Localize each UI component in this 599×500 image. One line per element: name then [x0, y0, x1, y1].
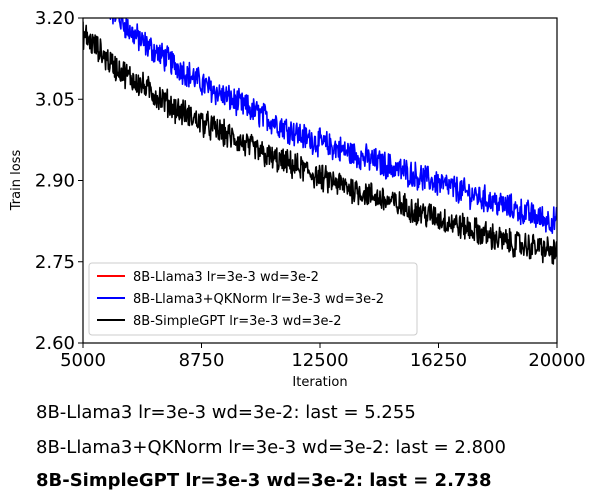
- y-tick-label: 2.75: [35, 252, 75, 273]
- y-axis-label: Train loss: [9, 150, 24, 212]
- y-tick-label: 3.05: [35, 89, 75, 110]
- y-tick-label: 2.90: [35, 171, 75, 192]
- x-tick-label: 8750: [179, 350, 225, 371]
- y-tick-label: 2.60: [35, 333, 75, 354]
- x-tick-label: 5000: [60, 350, 106, 371]
- x-tick-label: 16250: [410, 350, 467, 371]
- legend-entry-qknorm: 8B-Llama3+QKNorm lr=3e-3 wd=3e-2: [133, 292, 384, 307]
- legend-entry-simplegpt: 8B-SimpleGPT lr=3e-3 wd=3e-2: [133, 314, 341, 329]
- series-line-simplegpt: [83, 21, 557, 265]
- x-tick-label: 20000: [528, 350, 585, 371]
- caption-simplegpt: 8B-SimpleGPT lr=3e-3 wd=3e-2: last = 2.7…: [36, 470, 492, 491]
- caption-qknorm: 8B-Llama3+QKNorm lr=3e-3 wd=3e-2: last =…: [36, 437, 506, 458]
- loss-chart: 5000 8750 12500 16250 20000 2.60 2.75 2.90 3.05 3…: [9, 8, 586, 390]
- series-line-qknorm: [109, 18, 557, 234]
- axis-ticks: 5000 8750 12500 16250 20000 2.60 2.75 2.90 3.05 3…: [35, 8, 586, 371]
- legend-entry-llama3: 8B-Llama3 lr=3e-3 wd=3e-2: [133, 270, 319, 285]
- y-tick-label: 3.20: [35, 8, 75, 29]
- x-axis-label: Iteration: [292, 375, 347, 390]
- caption-llama3: 8B-Llama3 lr=3e-3 wd=3e-2: last = 5.255: [36, 402, 416, 423]
- legend: 8B-Llama3 lr=3e-3 wd=3e-2 8B-Llama3+QKNo…: [88, 262, 418, 336]
- legend-box: [88, 262, 418, 336]
- series-layer: [83, 18, 557, 265]
- x-tick-label: 12500: [291, 350, 348, 371]
